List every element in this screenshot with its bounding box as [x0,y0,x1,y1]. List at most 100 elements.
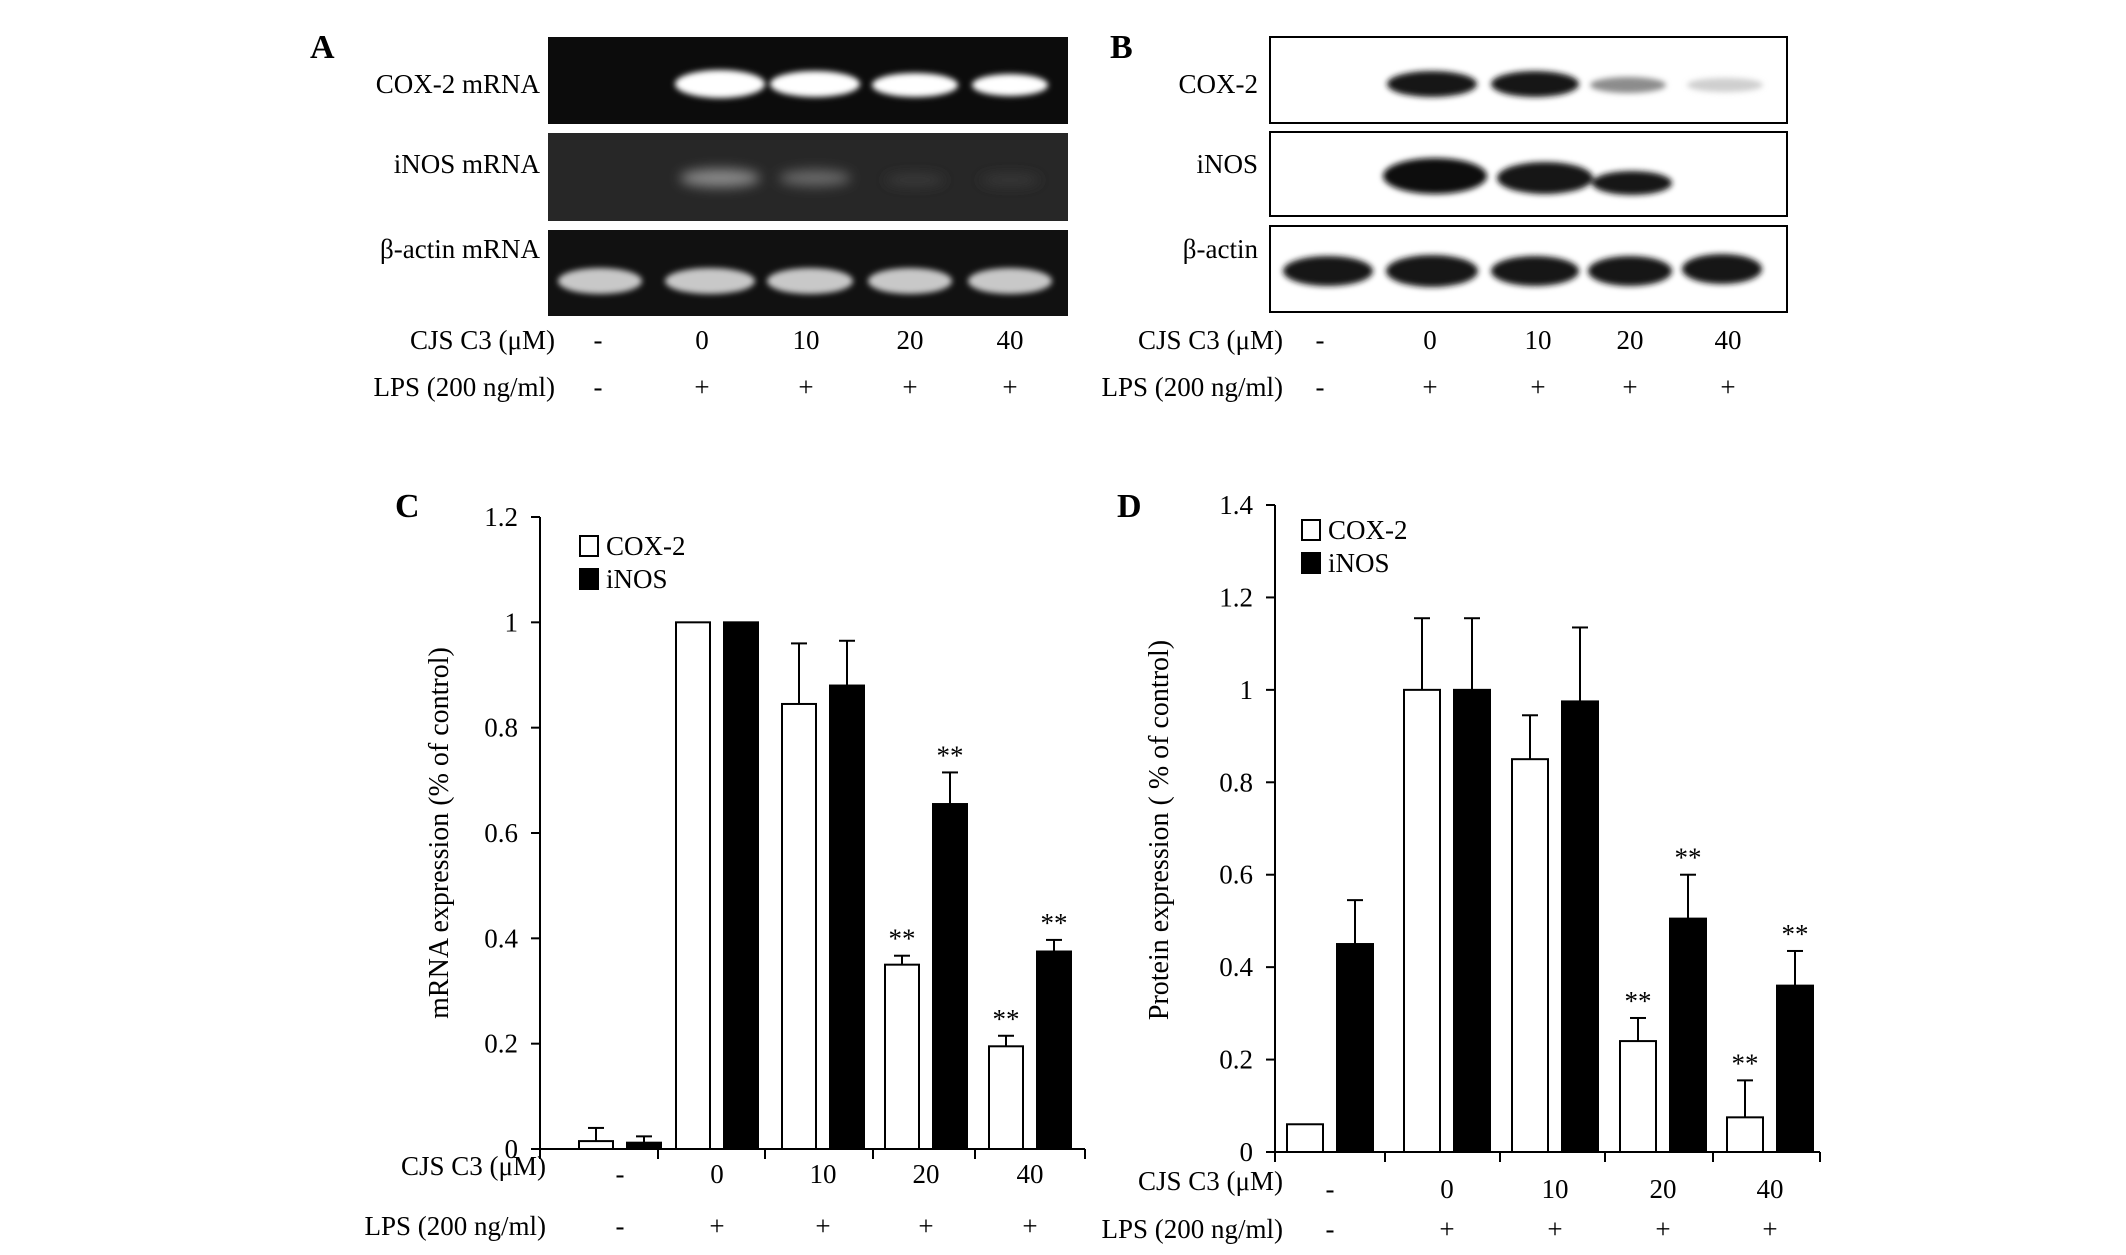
band-bactin-mrna-0 [665,268,755,294]
lps-tick-d: + [1762,1214,1777,1244]
bar-c-inos-3 [932,803,968,1150]
band-inos-mrna-20 [885,174,945,186]
band-cox2-mrna-0 [675,70,765,98]
dose-a-3: 20 [897,325,924,355]
significance-mark-d: ** [1782,919,1809,949]
panel-letter-c: C [395,488,420,525]
lps-b-4: + [1720,372,1735,402]
treatment-label-c: CJS C3 (μM) [401,1151,546,1181]
treatment-label-a: CJS C3 (μM) [410,325,555,355]
panel-b: B COX-2 iNOS β-actin CJS C3 (μM) LPS (20… [1101,29,1788,402]
legend-label-d: iNOS [1328,548,1390,578]
band-bactin-0 [1386,255,1478,287]
bar-d-inos-4 [1776,984,1814,1154]
chart-c: C 0 0.2 0.4 0.6 0.8 1 1.2 mRNA expression (% of… [364,488,1086,1241]
blot-label-bactin-mrna: β-actin mRNA [380,234,540,264]
y-tick-label-d: 0.2 [1219,1045,1253,1075]
lps-label-b: LPS (200 ng/ml) [1101,372,1283,402]
panel-letter-a: A [310,29,335,66]
lps-label-d: LPS (200 ng/ml) [1101,1214,1283,1244]
dose-b-3: 20 [1617,325,1644,355]
blot-label-cox2-mrna: COX-2 mRNA [376,69,541,99]
dose-b-0: - [1316,325,1325,355]
x-tick-label-d: 20 [1650,1174,1677,1204]
lps-tick-c: + [1022,1211,1037,1241]
significance-mark-c: ** [889,924,916,954]
lps-b-0: - [1316,372,1325,402]
legend-swatch-d [1301,552,1321,574]
band-inos-mrna-10 [779,170,851,186]
x-tick-label-d: 40 [1757,1174,1784,1204]
significance-mark-c: ** [1041,908,1068,938]
panel-a: A COX-2 mRNA iNOS mRNA β-actin mRNA [310,29,1068,402]
band-cox2-0 [1387,71,1477,97]
band-bactin-mrna-10 [767,268,853,294]
lps-b-1: + [1422,372,1437,402]
x-tick-label-c: - [616,1159,625,1189]
bar-c-inos-0 [626,1141,662,1151]
legend-swatch-c [579,568,599,590]
lps-a-1: + [694,372,709,402]
band-bactin-minus [1283,256,1373,286]
y-tick-label-d: 0.6 [1219,860,1253,890]
x-tick-label-d: - [1326,1174,1335,1204]
bar-c-cox2-2 [781,702,817,1150]
y-tick-label-d: 0.4 [1219,952,1253,982]
bar-d-cox2-2 [1511,758,1549,1154]
bar-c-inos-1 [723,621,759,1150]
chart-d: D 0 0.2 0.4 0.6 0.8 1 1.2 1.4 Protein expression… [1101,488,1821,1244]
x-tick-label-d: 0 [1440,1174,1454,1204]
bar-d-cox2-0 [1286,1123,1324,1154]
lps-a-0: - [594,372,603,402]
legend-swatch-c [579,535,599,557]
y-tick-label-c: 0 [505,1134,519,1164]
lps-tick-d: + [1655,1214,1670,1244]
legend-label-d: COX-2 [1328,515,1408,545]
lps-a-4: + [1002,372,1017,402]
significance-mark-d: ** [1675,843,1702,873]
treatment-label-d: CJS C3 (μM) [1138,1166,1283,1196]
band-cox2-mrna-40 [972,74,1048,96]
band-cox2-mrna-20 [872,73,958,97]
lps-label-c: LPS (200 ng/ml) [364,1211,546,1241]
y-axis-label-d: Protein expression ( % of control) [1144,640,1175,1020]
y-axis-label-c: mRNA expression (% of control) [424,647,455,1019]
y-tick-label-c: 1 [505,607,519,637]
dose-a-2: 10 [793,325,820,355]
y-tick-label-c: 0.2 [484,1029,518,1059]
y-tick-label-c: 0.4 [484,923,518,953]
significance-mark-d: ** [1732,1048,1759,1078]
lps-b-3: + [1622,372,1637,402]
dose-a-1: 0 [695,325,709,355]
lps-tick-c: - [616,1211,625,1241]
lps-tick-d: + [1439,1214,1454,1244]
y-tick-label-d: 1 [1240,675,1254,705]
legend-label-c: COX-2 [606,531,686,561]
band-inos-mrna-0 [680,169,760,187]
lps-tick-d: + [1547,1214,1562,1244]
y-tick-label-c: 0.8 [484,713,518,743]
x-tick-label-c: 10 [810,1159,837,1189]
bar-c-cox2-0 [578,1140,614,1150]
significance-mark-c: ** [993,1004,1020,1034]
bar-c-cox2-1 [675,621,711,1150]
panel-letter-b: B [1110,29,1133,66]
band-cox2-10 [1491,71,1579,97]
bar-c-cox2-3 [884,963,920,1151]
band-cox2-mrna-10 [770,71,860,97]
dose-b-1: 0 [1423,325,1437,355]
x-tick-label-c: 40 [1017,1159,1044,1189]
y-tick-label-d: 1.2 [1219,582,1253,612]
band-inos-mrna-40 [980,174,1040,186]
y-tick-label-c: 0.6 [484,818,518,848]
bar-d-inos-2 [1561,700,1599,1153]
bar-d-inos-3 [1669,917,1707,1153]
significance-mark-c: ** [937,740,964,770]
bar-d-inos-0 [1336,943,1374,1153]
bar-d-cox2-4 [1726,1116,1764,1153]
lps-tick-c: + [918,1211,933,1241]
dose-b-4: 40 [1715,325,1742,355]
y-tick-label-d: 0 [1240,1137,1254,1167]
band-inos-20 [1592,171,1672,195]
